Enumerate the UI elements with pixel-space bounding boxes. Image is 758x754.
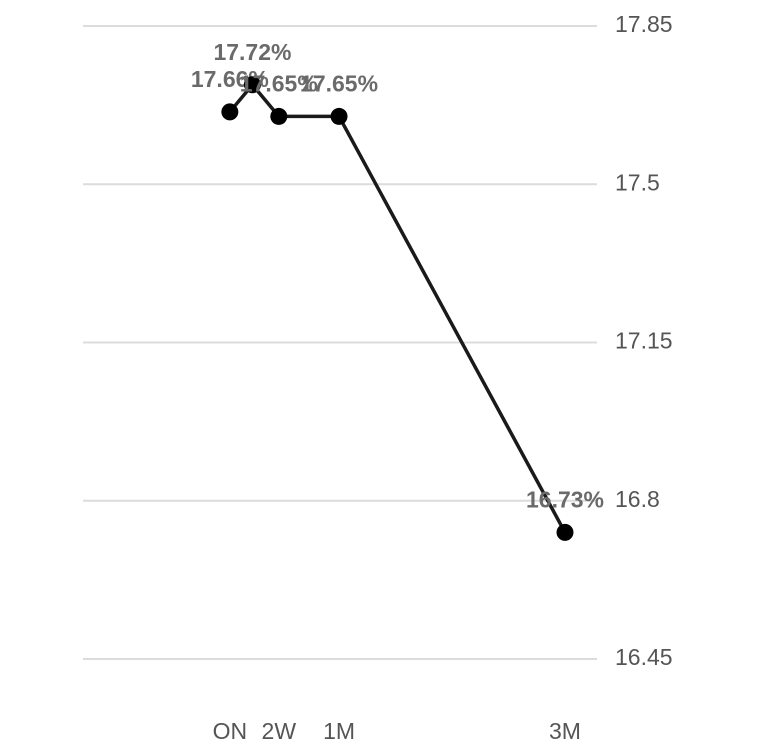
point bbox=[330, 107, 348, 125]
data-label: 17.72% bbox=[213, 39, 291, 65]
data-label: 17.65% bbox=[240, 71, 318, 97]
y-tick-label: 17.5 bbox=[615, 169, 660, 195]
x-tick-label: 3M bbox=[549, 718, 581, 744]
y-tick-label: 16.8 bbox=[615, 486, 660, 512]
point bbox=[556, 523, 574, 541]
x-tick-label: ON bbox=[213, 718, 248, 744]
line bbox=[228, 83, 567, 534]
y-tick-label: 17.15 bbox=[615, 328, 673, 354]
data-label: 17.65% bbox=[300, 71, 378, 97]
y-tick-label: 17.85 bbox=[615, 11, 673, 37]
point bbox=[270, 107, 288, 125]
x-tick-label: 1M bbox=[323, 718, 355, 744]
point bbox=[221, 103, 239, 121]
data-label: 16.73% bbox=[526, 486, 604, 512]
point bbox=[243, 76, 261, 94]
x-tick-label: 2W bbox=[262, 718, 297, 744]
y-tick-label: 16.45 bbox=[615, 644, 673, 670]
